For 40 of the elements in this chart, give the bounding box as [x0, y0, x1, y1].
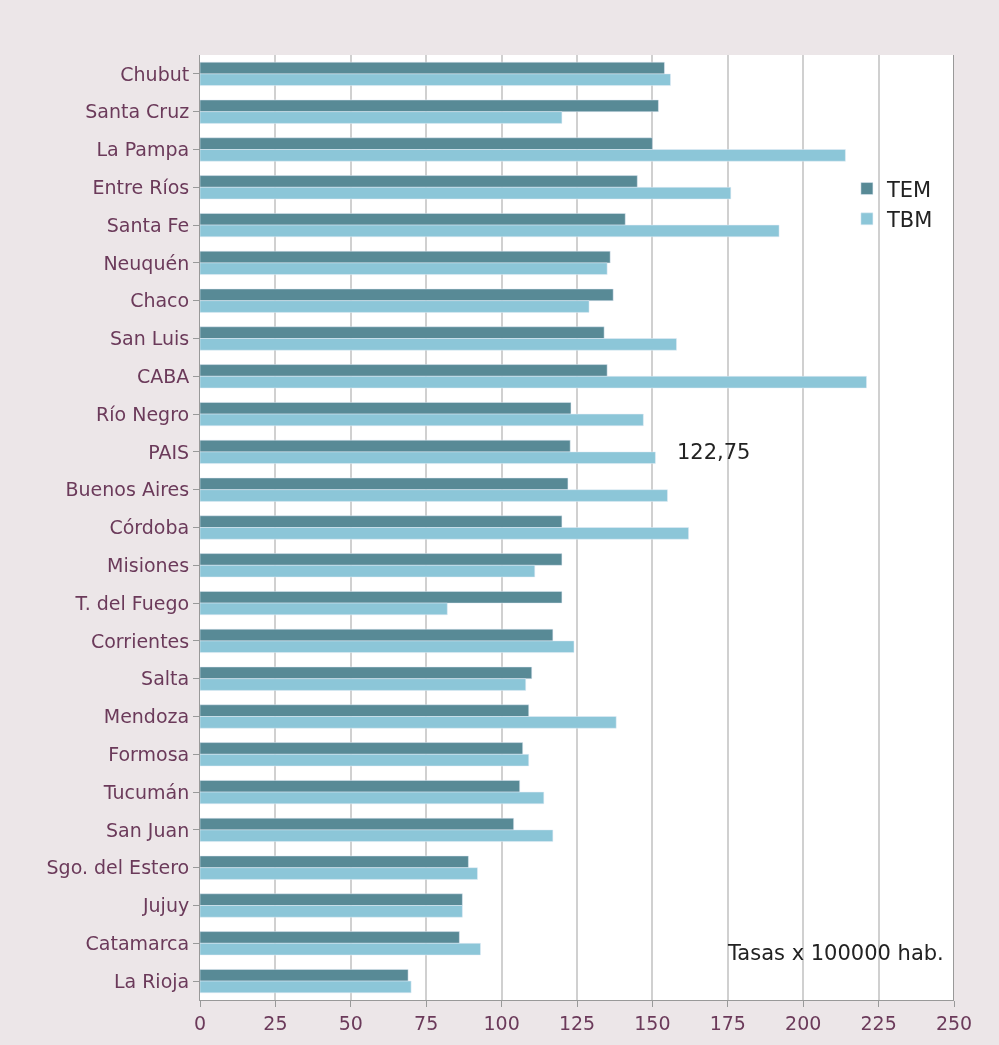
y-tick-label: Santa Cruz	[85, 100, 190, 123]
y-tick-label: CABA	[136, 364, 190, 387]
y-tick-label: Jujuy	[141, 894, 190, 917]
y-tick-label: Corrientes	[90, 629, 190, 652]
y-tick-label: Catamarca	[85, 931, 190, 954]
y-tick-label: Neuquén	[103, 251, 190, 274]
y-tick-label: Chaco	[130, 289, 190, 312]
y-tick-label: Chubut	[120, 62, 190, 85]
x-tick-label: 50	[338, 1011, 363, 1034]
x-tick-label: 75	[414, 1011, 439, 1034]
x-tick-label: 100	[483, 1011, 520, 1034]
x-tick-label: 175	[709, 1011, 746, 1034]
legend-label: TBM	[885, 208, 933, 233]
x-tick-label: 125	[558, 1011, 596, 1034]
y-tick-label: La Rioja	[113, 969, 190, 992]
x-tick-label: 25	[263, 1011, 288, 1034]
y-tick-label: Entre Ríos	[92, 175, 190, 198]
y-tick-label: Mendoza	[103, 705, 190, 728]
x-tick-label: 0	[193, 1011, 207, 1034]
annotation: 122,75	[677, 440, 751, 464]
x-tick-label: 225	[860, 1011, 897, 1034]
y-tick-label: Formosa	[108, 742, 190, 765]
y-tick-label: T. del Fuego	[74, 591, 190, 614]
annotation: Tasas x 100000 hab.	[727, 941, 944, 965]
y-tick-label: Salta	[141, 667, 190, 690]
y-tick-label: Santa Fe	[106, 213, 190, 236]
y-tick-label: San Luis	[109, 327, 190, 350]
legend-label: TEM	[885, 177, 932, 202]
y-tick-label: Río Negro	[96, 402, 190, 425]
x-tick-label: 250	[935, 1011, 973, 1034]
x-tick-label: 150	[634, 1011, 671, 1034]
x-tick-label: 200	[785, 1011, 822, 1034]
y-tick-label: Buenos Aires	[65, 478, 190, 501]
y-tick-label: Sgo. del Estero	[46, 856, 190, 879]
y-tick-label: San Juan	[106, 818, 190, 841]
y-tick-label: La Pampa	[96, 138, 190, 161]
y-tick-label: Misiones	[107, 553, 190, 576]
y-tick-label: Córdoba	[109, 516, 190, 539]
y-tick-label: PAIS	[148, 440, 190, 463]
y-tick-label: Tucumán	[102, 780, 190, 803]
